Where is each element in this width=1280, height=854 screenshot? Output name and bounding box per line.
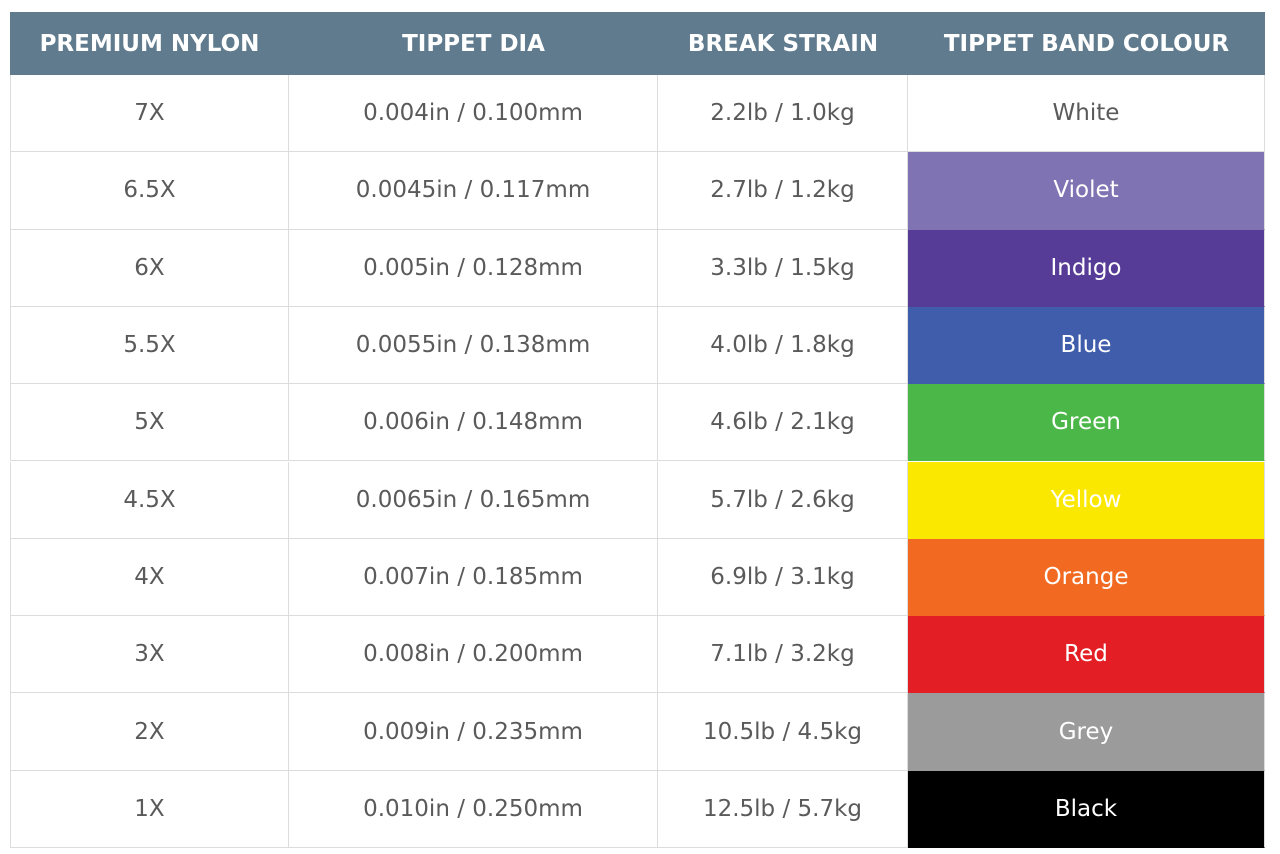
table-cell: 0.008in / 0.200mm — [289, 616, 658, 694]
table-cell: 7.1lb / 3.2kg — [658, 616, 908, 694]
table-cell: 6.9lb / 3.1kg — [658, 538, 908, 617]
band-colour-cell: Indigo — [908, 229, 1265, 307]
table-cell: 2X — [10, 693, 289, 771]
table-cell: 4.5X — [10, 461, 289, 539]
header-cell: TIPPET DIA — [289, 12, 658, 75]
table-cell: 0.007in / 0.185mm — [289, 538, 658, 617]
band-colour-cell: Yellow — [908, 461, 1265, 539]
table-cell: 2.2lb / 1.0kg — [658, 75, 908, 153]
header-cell: PREMIUM NYLON — [10, 12, 289, 75]
table-cell: 5.5X — [10, 306, 289, 385]
band-colour-cell: Red — [908, 616, 1265, 694]
table-cell: 0.005in / 0.128mm — [289, 229, 658, 307]
band-colour-cell: Black — [908, 770, 1265, 848]
table-cell: 6X — [10, 229, 289, 307]
band-colour-cell: Green — [908, 384, 1265, 462]
band-colour-cell: White — [908, 75, 1265, 153]
table-cell: 0.009in / 0.235mm — [289, 693, 658, 771]
table-cell: 4X — [10, 538, 289, 617]
table-cell: 0.006in / 0.148mm — [289, 384, 658, 462]
table-cell: 2.7lb / 1.2kg — [658, 152, 908, 230]
header-cell: TIPPET BAND COLOUR — [908, 12, 1265, 75]
band-colour-cell: Orange — [908, 538, 1265, 617]
table-cell: 7X — [10, 75, 289, 153]
table-cell: 1X — [10, 770, 289, 848]
table-cell: 6.5X — [10, 152, 289, 230]
table-cell: 12.5lb / 5.7kg — [658, 770, 908, 848]
table-cell: 5.7lb / 2.6kg — [658, 461, 908, 539]
table-cell: 0.010in / 0.250mm — [289, 770, 658, 848]
table-cell: 0.004in / 0.100mm — [289, 75, 658, 153]
header-cell: BREAK STRAIN — [658, 12, 908, 75]
table-cell: 4.6lb / 2.1kg — [658, 384, 908, 462]
table-cell: 0.0065in / 0.165mm — [289, 461, 658, 539]
table-cell: 4.0lb / 1.8kg — [658, 306, 908, 385]
table-cell: 10.5lb / 4.5kg — [658, 693, 908, 771]
table-cell: 0.0045in / 0.117mm — [289, 152, 658, 230]
table-cell: 5X — [10, 384, 289, 462]
table-cell: 3.3lb / 1.5kg — [658, 229, 908, 307]
table-cell: 0.0055in / 0.138mm — [289, 306, 658, 385]
band-colour-cell: Blue — [908, 306, 1265, 385]
table-cell: 3X — [10, 616, 289, 694]
band-colour-cell: Violet — [908, 152, 1265, 230]
band-colour-cell: Grey — [908, 693, 1265, 771]
